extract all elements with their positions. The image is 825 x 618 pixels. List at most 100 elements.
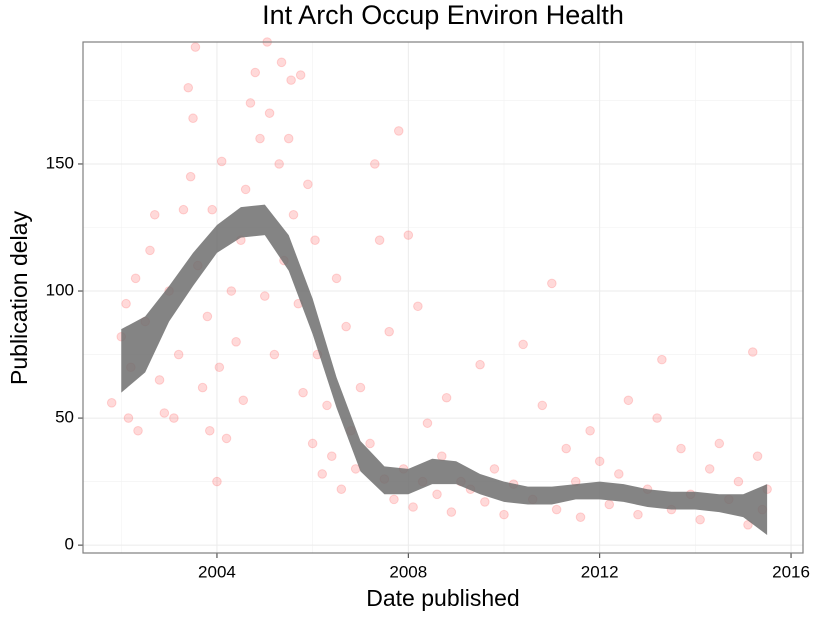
point	[264, 108, 275, 118]
point	[480, 497, 490, 507]
point	[169, 413, 179, 423]
point	[551, 504, 562, 515]
point	[238, 395, 249, 406]
x-tick-label: 2016	[772, 562, 810, 581]
point	[183, 82, 194, 93]
point	[123, 413, 134, 423]
x-tick-label: 2004	[198, 562, 236, 581]
chart-title: Int Arch Occup Environ Health	[262, 0, 624, 30]
smooth-band	[121, 204, 768, 535]
point	[310, 235, 320, 245]
point	[197, 382, 208, 393]
point	[185, 171, 196, 182]
point	[298, 387, 308, 398]
point	[121, 298, 131, 309]
point	[145, 245, 155, 256]
point	[221, 433, 232, 444]
point	[747, 347, 758, 357]
point	[733, 476, 744, 487]
point	[286, 75, 296, 85]
point	[190, 42, 201, 52]
point	[341, 321, 351, 332]
point	[446, 507, 457, 517]
point	[752, 451, 763, 461]
point	[437, 451, 447, 461]
point	[657, 354, 667, 365]
point	[355, 382, 366, 393]
point	[240, 184, 251, 195]
point	[288, 209, 299, 220]
y-tick-label: 50	[55, 408, 74, 427]
point	[336, 484, 347, 495]
point	[173, 349, 184, 360]
point	[133, 425, 143, 436]
point	[331, 273, 342, 284]
point	[216, 156, 227, 167]
y-tick-label: 150	[46, 153, 74, 172]
point	[303, 179, 313, 190]
point	[518, 339, 528, 350]
point	[389, 494, 399, 505]
point	[269, 349, 280, 360]
point	[295, 70, 306, 80]
y-tick-label: 0	[65, 535, 74, 554]
point	[704, 464, 715, 474]
point	[326, 451, 337, 461]
point	[614, 469, 624, 479]
point	[274, 159, 284, 169]
point	[623, 395, 634, 406]
point	[422, 418, 433, 428]
point	[226, 286, 237, 296]
point	[676, 443, 686, 454]
point	[370, 159, 380, 169]
point	[499, 509, 509, 520]
point	[204, 425, 215, 436]
x-axis-label: Date published	[366, 585, 519, 611]
point	[475, 359, 485, 370]
point	[207, 204, 217, 215]
y-tick-label: 100	[46, 281, 74, 300]
point	[178, 204, 189, 215]
point	[202, 311, 213, 322]
point	[322, 400, 332, 411]
point	[537, 400, 548, 411]
point	[188, 113, 198, 124]
x-tick-label: 2012	[581, 562, 619, 581]
point	[594, 456, 605, 467]
point	[307, 438, 318, 449]
y-axis-label: Publication delay	[6, 211, 32, 385]
point	[432, 489, 442, 500]
point	[365, 438, 375, 449]
point	[714, 438, 725, 449]
point	[130, 273, 141, 284]
point	[259, 291, 270, 301]
point	[214, 362, 225, 373]
point	[413, 301, 423, 312]
plot-border	[82, 41, 804, 554]
point	[384, 326, 394, 337]
point	[547, 278, 557, 289]
point	[149, 209, 160, 220]
point	[393, 126, 404, 136]
point	[441, 392, 452, 403]
point	[231, 337, 241, 347]
point	[255, 133, 265, 144]
point	[575, 512, 586, 522]
point	[154, 375, 165, 385]
point	[250, 67, 261, 78]
point	[374, 235, 385, 245]
x-tick-label: 2008	[389, 562, 427, 581]
point	[106, 398, 117, 408]
point	[159, 408, 170, 418]
point	[585, 425, 595, 436]
point	[489, 464, 500, 474]
point	[317, 469, 328, 479]
point	[283, 133, 294, 144]
point	[212, 476, 222, 487]
point	[604, 499, 615, 510]
point	[403, 230, 414, 240]
point	[408, 502, 418, 512]
point	[245, 98, 256, 108]
